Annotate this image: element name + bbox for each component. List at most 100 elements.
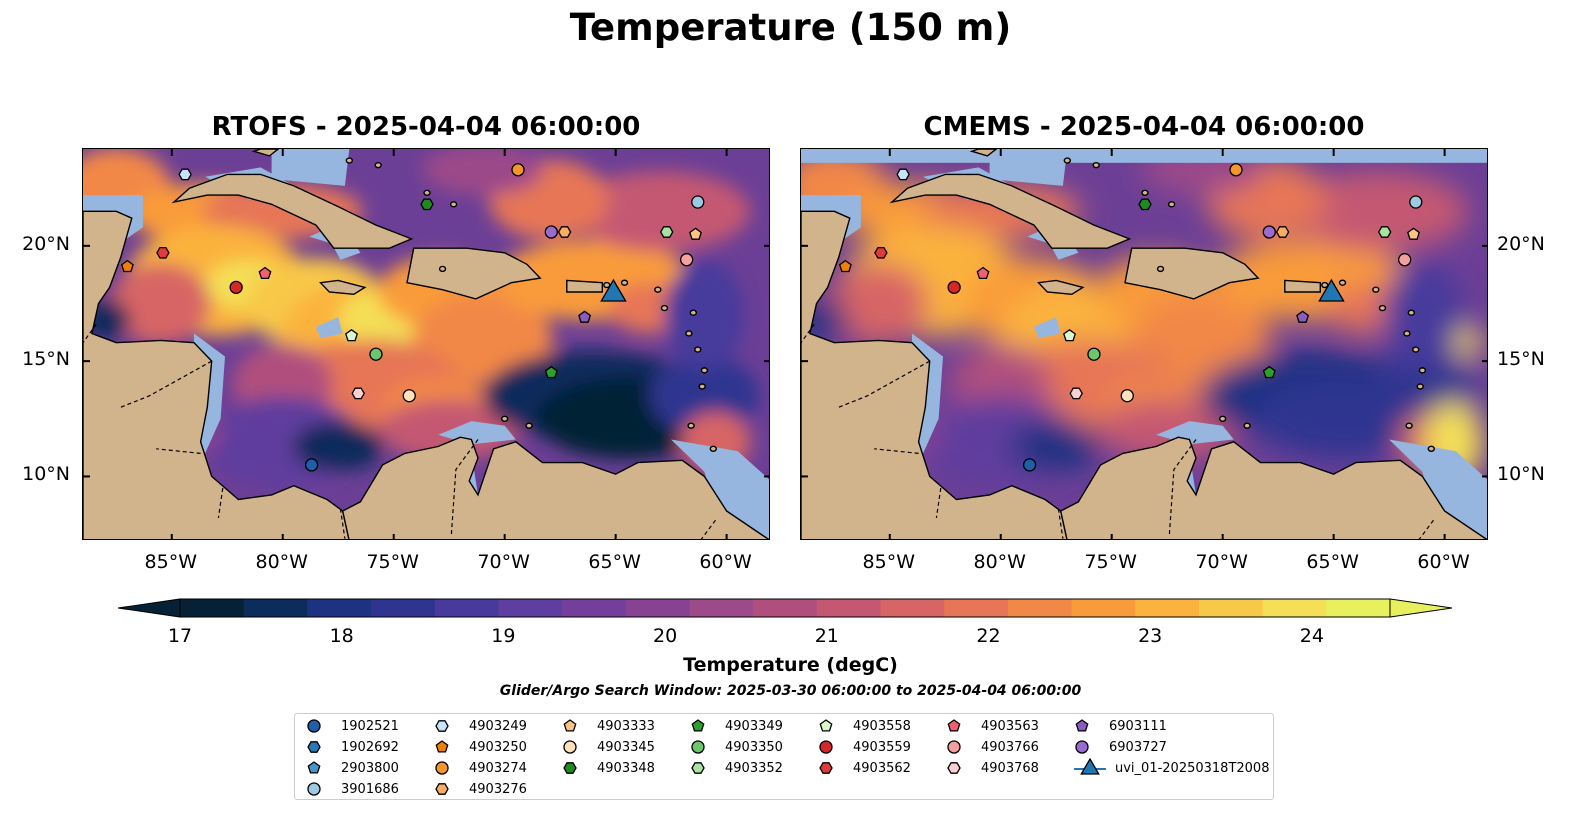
float-marker-1902521	[1022, 458, 1037, 472]
small-island	[1218, 415, 1227, 422]
float-marker-6903727	[1262, 225, 1276, 239]
country-border	[838, 360, 930, 408]
float-marker-4903333	[689, 227, 702, 240]
land-centralAmerica	[83, 210, 350, 539]
legend-hexagon-icon	[691, 762, 705, 774]
small-island	[694, 346, 702, 353]
small-island	[1338, 279, 1347, 286]
legend-marker-icon	[307, 761, 321, 774]
small-island	[438, 265, 447, 273]
legend-item: 4903276	[433, 779, 527, 799]
colorbar-band	[880, 599, 945, 617]
colorbar-tick-label: 24	[1299, 625, 1324, 647]
country-border	[450, 439, 479, 535]
lon-tick-label: 85°W	[862, 551, 915, 573]
legend-item: 4903333	[561, 716, 655, 736]
small-island	[1427, 445, 1435, 452]
lon-tick-label: 70°W	[477, 551, 530, 573]
float-marker-4903345	[402, 389, 416, 403]
legend-pentagon-icon	[947, 719, 961, 732]
legend-circle-icon	[307, 719, 321, 733]
colorbar-tick-label: 23	[1138, 625, 1163, 647]
legend-item: 4903562	[817, 758, 911, 778]
lat-tick-label: 15°N	[22, 348, 70, 371]
float-marker-4903768	[351, 387, 365, 400]
colorbar-band	[562, 599, 627, 617]
country-border	[935, 487, 942, 518]
legend-circle-icon	[1075, 740, 1089, 754]
colorbar-band	[944, 599, 1009, 617]
lon-tick-label: 65°W	[1306, 551, 1359, 573]
land-hispaniola	[1124, 247, 1260, 300]
country-border	[339, 508, 346, 539]
legend-label: 4903559	[853, 739, 911, 755]
float-marker-4903249	[896, 168, 910, 181]
legend-hexagon-icon	[435, 720, 449, 732]
cmems-map[interactable]	[800, 148, 1488, 540]
temperature-colorbar	[117, 598, 1453, 618]
small-island	[698, 383, 706, 390]
lon-tick-label: 60°W	[699, 551, 752, 573]
colorbar-tick-label: 20	[653, 625, 678, 647]
float-marker-4903276	[1275, 226, 1290, 238]
colorbar-max-extend	[1389, 598, 1453, 618]
legend-marker-icon	[307, 782, 321, 796]
legend-item: 4903349	[689, 716, 783, 736]
land-jamaica	[319, 279, 367, 296]
legend-label: 3901686	[341, 781, 399, 797]
no-data-band	[801, 149, 1487, 163]
float-marker-3901686	[691, 195, 705, 209]
float-marker-6903111	[1296, 310, 1310, 323]
small-island	[1063, 157, 1072, 164]
colorbar-min-extend	[117, 598, 181, 618]
small-island	[1167, 201, 1176, 208]
colorbar-band	[180, 599, 245, 617]
legend-pentagon-icon	[307, 761, 321, 774]
shallow-shelf	[989, 149, 1068, 186]
rtofs-map-canvas	[83, 149, 769, 539]
rtofs-map[interactable]	[82, 148, 770, 540]
legend-pentagon-icon	[435, 740, 449, 753]
lon-tick-label: 85°W	[144, 551, 197, 573]
small-island	[1092, 161, 1100, 169]
small-island	[1412, 346, 1420, 353]
legend-marker-icon	[947, 719, 961, 732]
legend-label: 1902521	[341, 718, 399, 734]
float-marker-3901686	[1409, 195, 1423, 209]
figure-title: Temperature (150 m)	[569, 6, 1012, 49]
small-island	[1403, 330, 1411, 337]
land-puertoRico	[566, 279, 603, 293]
legend-circle-icon	[307, 782, 321, 796]
legend-triangle-icon	[1080, 758, 1100, 775]
legend-marker-icon	[307, 741, 321, 753]
small-island	[423, 189, 431, 197]
colorbar-band	[1326, 599, 1391, 617]
legend-pentagon-icon	[819, 719, 833, 732]
land-jamaica	[1037, 279, 1085, 296]
legend-marker-icon	[1075, 740, 1089, 754]
legend-label: 4903274	[469, 760, 527, 776]
float-marker-4903766	[1398, 253, 1412, 267]
float-marker-4903274	[511, 163, 525, 177]
legend-pentagon-icon	[691, 719, 705, 732]
land-hispaniola	[406, 247, 542, 300]
lon-tick-label: 80°W	[973, 551, 1026, 573]
legend-item: 2903800	[305, 758, 399, 778]
legend-pentagon-icon	[1075, 719, 1089, 732]
legend-marker-icon	[1075, 719, 1089, 732]
small-island	[525, 422, 533, 429]
legend-label: 1902692	[341, 739, 399, 755]
colorbar-band	[1198, 599, 1264, 617]
float-marker-4903766	[680, 253, 694, 267]
lon-tick-label: 70°W	[1195, 551, 1248, 573]
small-island	[500, 415, 509, 422]
float-marker-4903349	[1262, 365, 1276, 379]
colorbar-band	[371, 599, 436, 617]
land-centralAmerica	[801, 210, 1068, 539]
float-marker-4903250	[838, 259, 852, 273]
colorbar-band	[1135, 599, 1200, 617]
lat-tick-label: 20°N	[1497, 232, 1545, 255]
legend-marker-icon	[691, 762, 705, 774]
land-cuba	[171, 173, 414, 249]
float-marker-4903352	[1377, 226, 1392, 238]
